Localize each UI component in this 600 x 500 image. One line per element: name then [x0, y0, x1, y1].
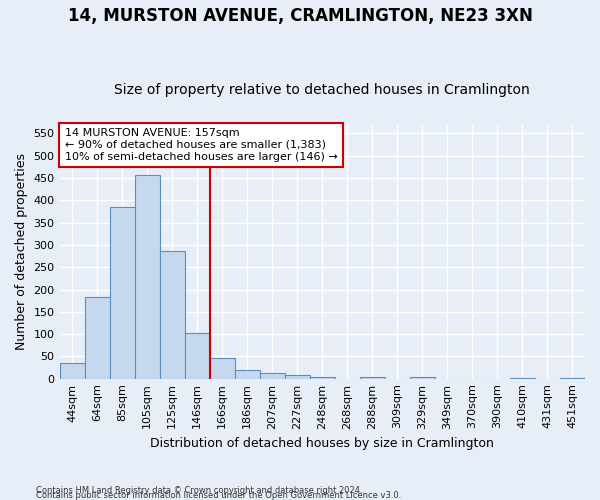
Bar [185, 333, 209, 378]
Bar [285, 375, 310, 378]
Bar [209, 358, 235, 378]
Bar [110, 207, 134, 378]
X-axis label: Distribution of detached houses by size in Cramlington: Distribution of detached houses by size … [151, 437, 494, 450]
Text: 14 MURSTON AVENUE: 157sqm
← 90% of detached houses are smaller (1,383)
10% of se: 14 MURSTON AVENUE: 157sqm ← 90% of detac… [65, 128, 338, 162]
Bar [160, 250, 185, 378]
Bar [59, 363, 85, 378]
Bar [85, 297, 110, 378]
Title: Size of property relative to detached houses in Cramlington: Size of property relative to detached ho… [115, 83, 530, 97]
Bar [260, 373, 285, 378]
Text: 14, MURSTON AVENUE, CRAMLINGTON, NE23 3XN: 14, MURSTON AVENUE, CRAMLINGTON, NE23 3X… [68, 8, 532, 26]
Text: Contains public sector information licensed under the Open Government Licence v3: Contains public sector information licen… [36, 491, 401, 500]
Text: Contains HM Land Registry data © Crown copyright and database right 2024.: Contains HM Land Registry data © Crown c… [36, 486, 362, 495]
Bar [235, 370, 260, 378]
Y-axis label: Number of detached properties: Number of detached properties [15, 153, 28, 350]
Bar [134, 176, 160, 378]
